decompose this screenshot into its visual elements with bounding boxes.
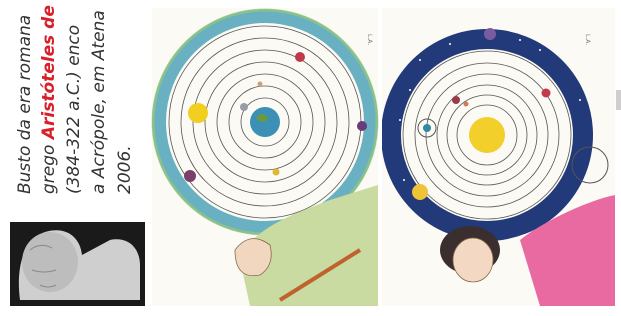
bust-photo <box>10 222 145 306</box>
caption-text: grego <box>39 139 59 194</box>
caption-line: grego Aristóteles de E <box>39 0 59 194</box>
caption-text: (384-322 a.C.) enco <box>64 25 84 194</box>
signature: L.A. <box>366 34 373 45</box>
caption-line: (384-322 a.C.) enco <box>64 25 84 194</box>
caption-text: a Acrópole, em Atena <box>89 10 109 194</box>
screenshot: Busto da era romana grego Aristóteles de… <box>0 0 621 316</box>
caption-text: 2006. <box>115 145 135 194</box>
caption-line: a Acrópole, em Atena <box>89 10 109 194</box>
caption-highlight: Aristóteles de E <box>39 0 59 141</box>
caption: Busto da era romana grego Aristóteles de… <box>15 0 135 194</box>
painting-geocentric: L.A. <box>152 8 378 306</box>
caption-line: Busto da era romana <box>15 15 35 194</box>
signature: L.A. <box>584 34 591 45</box>
painting-heliocentric: L.A. <box>382 8 615 306</box>
next-image-edge <box>616 90 621 110</box>
caption-text: Busto da era romana <box>15 15 35 194</box>
caption-line: 2006. <box>115 145 135 194</box>
